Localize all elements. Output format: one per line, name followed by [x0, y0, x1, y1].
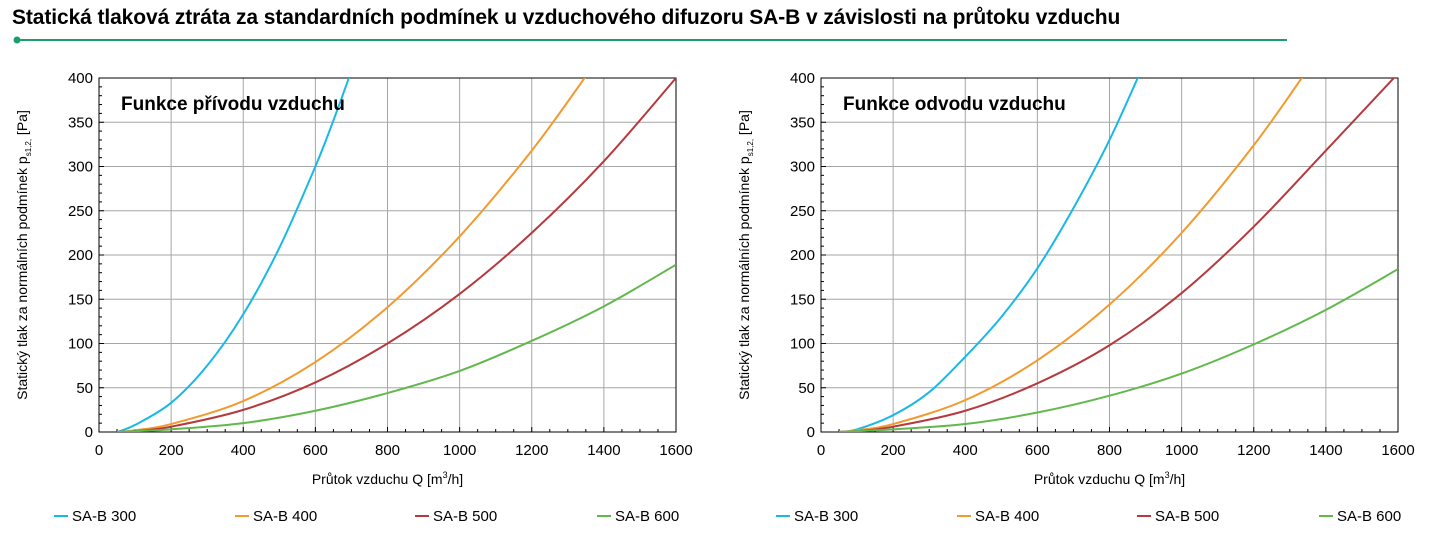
x-tick-label: 0	[817, 442, 825, 459]
series-line	[838, 78, 1139, 432]
legend-label: SA-B 600	[615, 508, 679, 525]
x-axis-title-sup: 3	[443, 470, 448, 480]
legend-item: SA-B 500	[1137, 508, 1219, 525]
x-tick-label: 200	[881, 442, 906, 459]
x-axis-title-text: Průtok vzduchu Q [m	[1034, 471, 1165, 487]
legend-item: SA-B 400	[957, 508, 1039, 525]
plot-frame	[98, 77, 677, 433]
x-tick-label: 600	[1025, 442, 1050, 459]
x-tick-label: 1200	[515, 442, 548, 459]
legend-label: SA-B 300	[72, 508, 136, 525]
x-tick-label: 1600	[659, 442, 692, 459]
x-tick-label: 1400	[1309, 442, 1342, 459]
series-line	[838, 78, 1396, 432]
y-tick-label: 300	[68, 159, 93, 176]
y-axis-title-sub: s1,2,	[746, 139, 755, 156]
supply-chart: 0 200 400 600 800 1000 1200 1400 1600 0 50 100 150 20…	[14, 70, 693, 525]
x-tick-label: 1400	[587, 442, 620, 459]
x-axis-title: Průtok vzduchu Q [m3/h]	[312, 470, 463, 487]
x-axis-title-sup: 3	[1165, 470, 1170, 480]
x-axis-title-end: /h]	[448, 471, 464, 487]
legend-label: SA-B 400	[253, 508, 317, 525]
y-tick-label: 200	[68, 247, 93, 264]
series-line	[116, 78, 676, 432]
legend-label: SA-B 500	[433, 508, 497, 525]
y-tick-label: 100	[68, 336, 93, 353]
x-axis-title-end: /h]	[1170, 471, 1186, 487]
title-underline	[13, 36, 1287, 44]
legend-label: SA-B 500	[1155, 508, 1219, 525]
legend-item: SA-B 600	[597, 508, 679, 525]
series-line	[838, 78, 1303, 432]
y-tick-label: 250	[790, 203, 815, 220]
y-tick-label: 350	[790, 114, 815, 131]
legend: SA-B 300 SA-B 400 SA-B 500 SA-B 600	[54, 508, 679, 525]
series-group	[116, 78, 676, 432]
y-tick-label: 150	[790, 291, 815, 308]
legend: SA-B 300 SA-B 400 SA-B 500 SA-B 600	[776, 508, 1401, 525]
x-tick-label: 0	[95, 442, 103, 459]
x-tick-label: 1000	[443, 442, 476, 459]
y-axis-title-end: [Pa]	[14, 110, 30, 139]
y-tick-label: 400	[790, 70, 815, 87]
page-title: Statická tlaková ztráta za standardních …	[12, 6, 1121, 29]
y-axis-title-text: Statický tlak za normálních podmínek p	[14, 156, 30, 400]
y-axis-title: Statický tlak za normálních podmínek ps1…	[736, 110, 755, 400]
y-tick-label: 350	[68, 114, 93, 131]
y-tick-label: 400	[68, 70, 93, 87]
legend-item: SA-B 300	[776, 508, 858, 525]
panel-label: Funkce odvodu vzduchu	[843, 94, 1066, 115]
y-axis-title: Statický tlak za normálních podmínek ps1…	[14, 110, 33, 400]
x-tick-label: 400	[953, 442, 978, 459]
y-tick-label: 100	[790, 336, 815, 353]
y-axis-title-sub: s1,2,	[24, 139, 33, 156]
x-tick-label: 1000	[1165, 442, 1198, 459]
grid-lines	[98, 77, 677, 433]
x-tick-label: 1600	[1381, 442, 1414, 459]
y-tick-label: 0	[85, 424, 93, 441]
legend-item: SA-B 400	[235, 508, 317, 525]
title-rule-line	[17, 39, 1287, 41]
x-tick-label: 400	[231, 442, 256, 459]
y-tick-label: 150	[68, 291, 93, 308]
y-axis-title-end: [Pa]	[736, 110, 752, 139]
series-line	[116, 78, 586, 432]
legend-label: SA-B 600	[1337, 508, 1401, 525]
exhaust-chart: 0 200 400 600 800 1000 1200 1400 1600 0 50 100 150 20…	[736, 70, 1415, 525]
x-axis-title: Průtok vzduchu Q [m3/h]	[1034, 470, 1185, 487]
y-tick-label: 300	[790, 159, 815, 176]
x-tick-label: 1200	[1237, 442, 1270, 459]
legend-item: SA-B 300	[54, 508, 136, 525]
panel-label: Funkce přívodu vzduchu	[121, 94, 345, 115]
legend-item: SA-B 500	[415, 508, 497, 525]
series-group	[838, 78, 1398, 432]
x-tick-label: 800	[375, 442, 400, 459]
series-line	[116, 263, 676, 432]
grid-lines	[820, 77, 1399, 433]
x-tick-label: 200	[159, 442, 184, 459]
x-tick-label: 600	[303, 442, 328, 459]
x-axis-title-text: Průtok vzduchu Q [m	[312, 471, 443, 487]
legend-item: SA-B 600	[1319, 508, 1401, 525]
y-tick-label: 200	[790, 247, 815, 264]
y-tick-label: 250	[68, 203, 93, 220]
legend-label: SA-B 400	[975, 508, 1039, 525]
x-tick-label: 800	[1097, 442, 1122, 459]
plot-frame	[820, 77, 1399, 433]
series-line	[116, 78, 350, 432]
y-tick-label: 50	[798, 380, 815, 397]
series-line	[838, 268, 1398, 432]
y-tick-label: 50	[76, 380, 93, 397]
y-tick-label: 0	[807, 424, 815, 441]
legend-label: SA-B 300	[794, 508, 858, 525]
y-axis-title-text: Statický tlak za normálních podmínek p	[736, 156, 752, 400]
